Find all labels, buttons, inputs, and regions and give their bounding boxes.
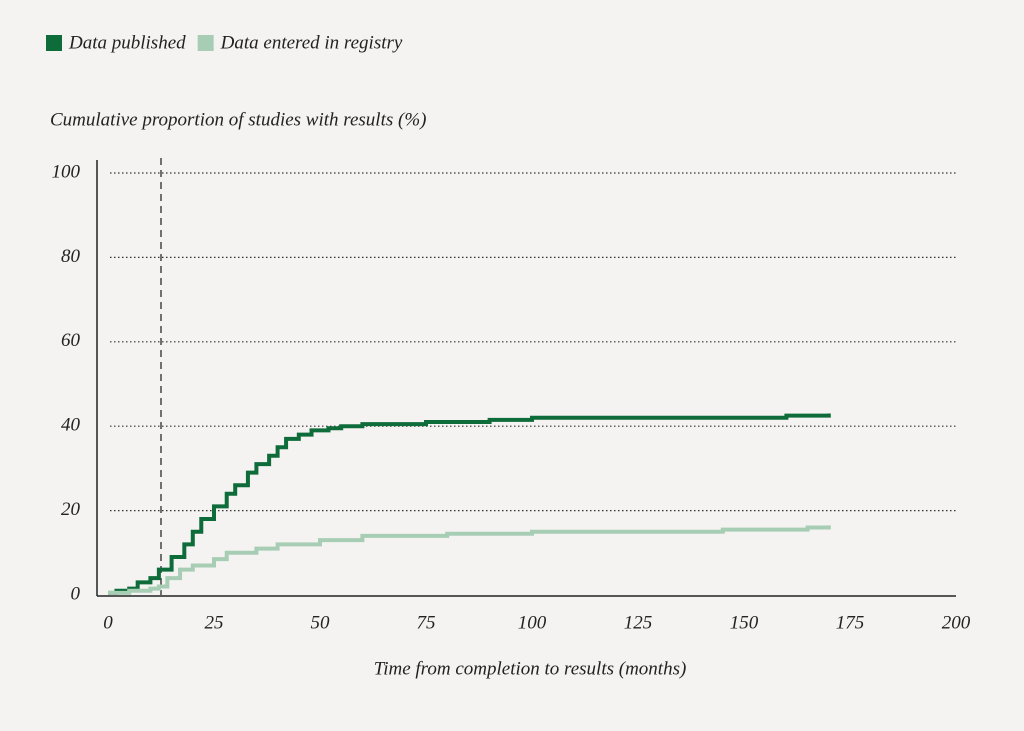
x-tick-label: 0 bbox=[103, 612, 113, 633]
legend-label: Data entered in registry bbox=[220, 32, 403, 53]
x-tick-label: 200 bbox=[942, 612, 971, 633]
x-axis-label: Time from completion to results (months) bbox=[374, 658, 687, 679]
data-line bbox=[108, 525, 831, 595]
y-tick-label: 0 bbox=[71, 583, 81, 604]
x-tick-label: 75 bbox=[417, 612, 436, 633]
x-tick-label: 25 bbox=[205, 612, 224, 633]
y-tick-label: 80 bbox=[61, 246, 81, 267]
x-tick-label: 50 bbox=[311, 612, 331, 633]
y-tick-label: 20 bbox=[61, 499, 81, 520]
y-tick-label: 100 bbox=[52, 161, 81, 182]
y-axis-label: Cumulative proportion of studies with re… bbox=[50, 109, 426, 130]
x-tick-label: 125 bbox=[624, 612, 653, 633]
legend-label: Data published bbox=[68, 32, 186, 53]
data-line bbox=[108, 413, 831, 595]
y-tick-label: 40 bbox=[61, 415, 81, 436]
x-tick-label: 175 bbox=[836, 612, 865, 633]
x-tick-label: 100 bbox=[518, 612, 547, 633]
legend-swatch bbox=[197, 35, 214, 51]
x-tick-label: 150 bbox=[730, 612, 759, 633]
y-tick-label: 60 bbox=[61, 330, 81, 351]
legend-swatch bbox=[46, 35, 62, 51]
